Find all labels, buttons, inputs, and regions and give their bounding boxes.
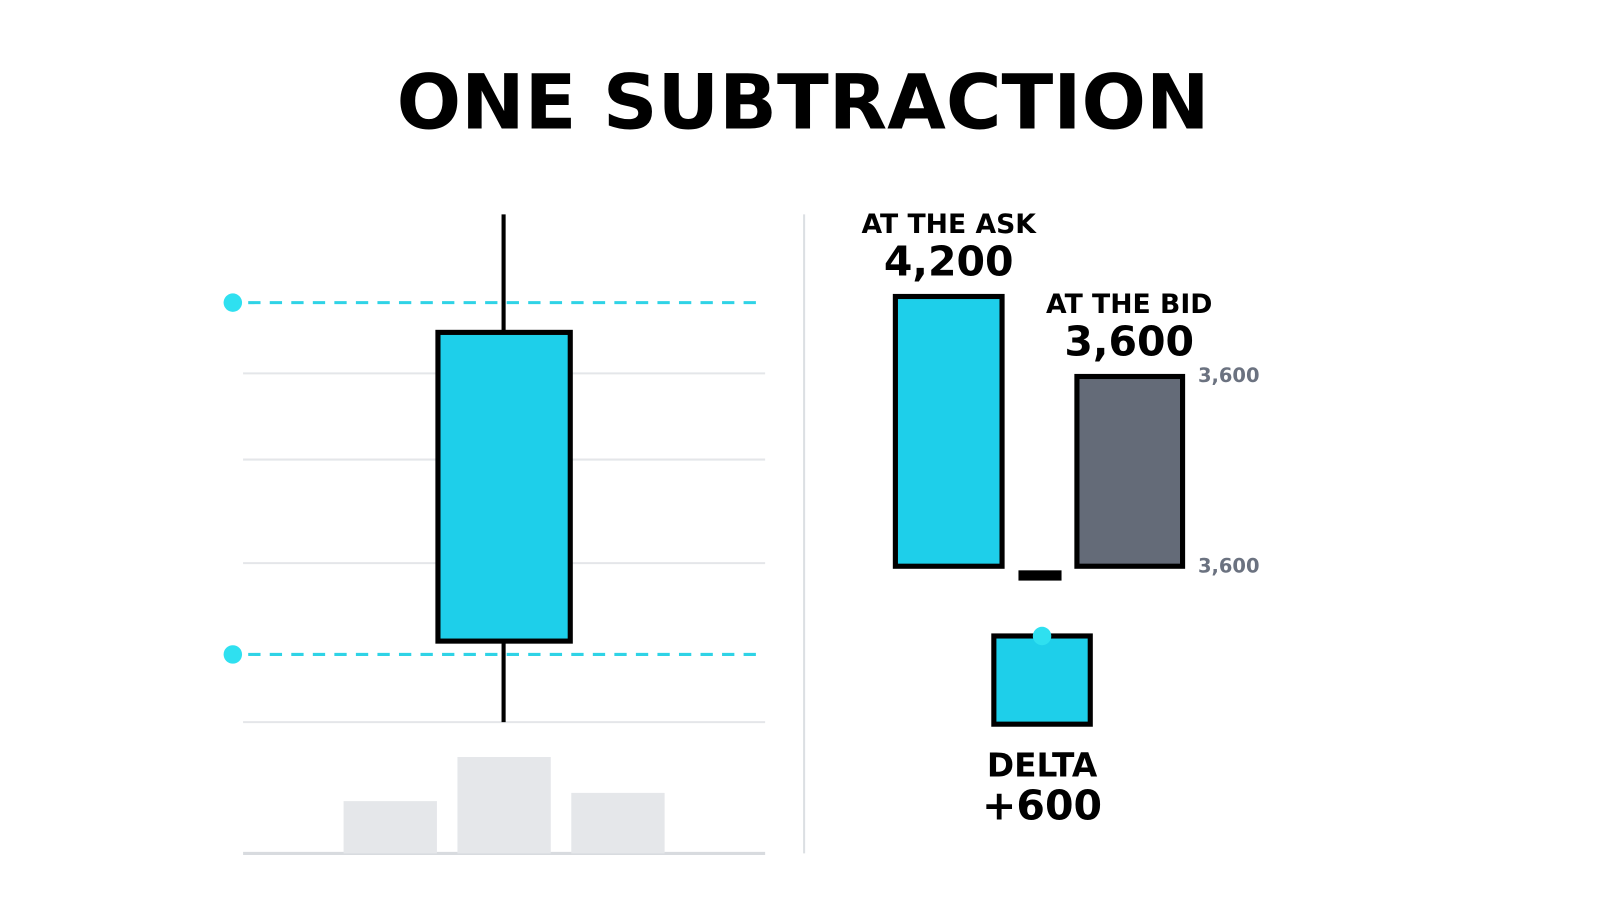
- ask-bar: [892, 293, 1005, 569]
- minus-sign: [1018, 570, 1062, 581]
- bid-bar: [1074, 373, 1186, 569]
- level-dot: [223, 293, 243, 312]
- ask-label: AT THE ASK: [861, 209, 1037, 240]
- bid-scale-label: 3,600: [1198, 555, 1260, 578]
- title: ONE SUBTRACTION: [397, 59, 1210, 147]
- delta-value: +600: [982, 781, 1102, 829]
- bid-value: 3,600: [1064, 318, 1194, 366]
- volume-bar: [343, 801, 437, 854]
- candle-body: [435, 329, 573, 644]
- ask-value: 4,200: [884, 238, 1014, 286]
- volume-bar: [457, 757, 551, 854]
- delta-bar: [991, 633, 1093, 727]
- volume-bar: [571, 792, 665, 854]
- bid-scale-label: 3,600: [1198, 364, 1260, 387]
- level-dot: [223, 645, 243, 664]
- bid-label: AT THE BID: [1046, 289, 1212, 320]
- delta-label: DELTA: [987, 747, 1098, 785]
- delta-dot: [1032, 626, 1052, 646]
